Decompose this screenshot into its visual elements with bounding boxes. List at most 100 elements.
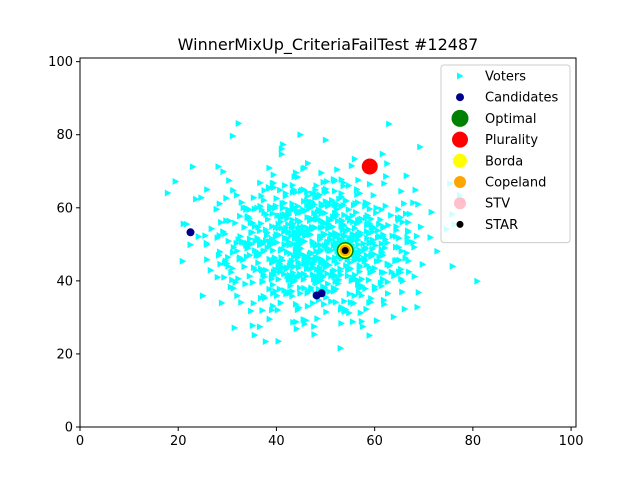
voter-point xyxy=(264,229,271,237)
voter-point xyxy=(297,289,304,297)
voter-point xyxy=(311,330,318,338)
voter-point xyxy=(246,272,254,280)
voter-point xyxy=(355,176,363,184)
voter-point xyxy=(373,204,381,212)
voter-point xyxy=(195,233,203,240)
voter-point xyxy=(258,220,265,227)
voter-point xyxy=(318,277,325,284)
voter-point xyxy=(338,203,346,210)
voter-point xyxy=(288,231,295,239)
voter-point xyxy=(290,240,297,248)
voter-point xyxy=(290,271,298,279)
voter-point xyxy=(295,250,303,258)
voter-point xyxy=(434,247,442,255)
legend-label: STAR xyxy=(485,218,518,233)
voter-point xyxy=(312,278,320,285)
voter-point xyxy=(229,249,237,256)
voter-point xyxy=(302,253,309,261)
voter-point xyxy=(305,227,313,235)
voter-point xyxy=(257,179,264,187)
voter-point xyxy=(277,299,285,307)
voter-point xyxy=(261,186,269,194)
voter-point xyxy=(321,242,329,249)
voter-point xyxy=(295,228,303,236)
voter-point xyxy=(248,240,256,248)
voter-point xyxy=(291,228,299,236)
voter-point xyxy=(354,199,362,206)
y-tick-label: 100 xyxy=(48,55,73,70)
legend-marker xyxy=(452,131,468,148)
voter-point xyxy=(314,265,321,273)
voter-point xyxy=(351,224,359,232)
voter-point xyxy=(289,278,297,286)
voter-point xyxy=(316,269,323,277)
voter-point xyxy=(225,253,232,261)
voter-point xyxy=(333,205,341,213)
voter-point xyxy=(399,277,407,285)
voter-point xyxy=(363,227,371,235)
legend-box xyxy=(440,64,571,244)
voter-point xyxy=(246,251,254,259)
voter-point xyxy=(218,218,225,226)
voter-point xyxy=(229,276,236,284)
voter-point xyxy=(427,234,435,241)
x-tick-label: 40 xyxy=(268,434,285,449)
voter-point xyxy=(319,218,327,226)
voter-point xyxy=(404,234,412,241)
voter-point xyxy=(346,309,353,317)
voter-point xyxy=(322,209,329,217)
voter-point xyxy=(309,238,317,245)
voter-point xyxy=(326,288,333,296)
legend-label: Optimal xyxy=(485,112,536,127)
voter-point xyxy=(325,199,332,206)
voter-point xyxy=(289,292,296,300)
voter-point xyxy=(359,323,367,331)
voter-point xyxy=(351,292,359,300)
legend-marker xyxy=(457,72,464,80)
voter-point xyxy=(332,177,339,185)
voter-point xyxy=(378,240,386,248)
voter-point xyxy=(225,237,233,245)
voter-point xyxy=(334,166,341,173)
voter-point xyxy=(287,282,295,290)
voter-point xyxy=(348,162,356,170)
voter-point xyxy=(365,276,373,284)
voters-layer xyxy=(164,120,481,352)
voter-point xyxy=(229,132,237,140)
voter-point xyxy=(368,215,375,223)
voter-point xyxy=(398,187,405,195)
voter-point xyxy=(308,284,315,292)
voter-point xyxy=(275,263,283,270)
voter-point xyxy=(295,258,302,266)
voter-point xyxy=(326,254,333,262)
voter-point xyxy=(282,192,290,200)
voter-point xyxy=(311,258,319,266)
voter-point xyxy=(403,249,411,257)
voter-point xyxy=(389,232,397,240)
voter-point xyxy=(411,243,418,251)
voter-point xyxy=(382,244,389,252)
voter-point xyxy=(313,182,321,190)
voter-point xyxy=(275,275,283,283)
voter-point xyxy=(378,268,386,276)
y-tick-label: 80 xyxy=(56,128,73,143)
voter-point xyxy=(318,169,326,177)
voter-point xyxy=(401,305,409,313)
legend-marker xyxy=(451,109,469,127)
voter-point xyxy=(315,193,322,201)
voter-point xyxy=(231,324,239,332)
voter-point xyxy=(235,120,243,127)
x-tick-label: 100 xyxy=(559,434,584,449)
voter-point xyxy=(380,296,388,304)
voter-point xyxy=(222,257,230,265)
voter-point xyxy=(368,294,375,302)
voter-point xyxy=(338,193,346,201)
voter-point xyxy=(311,323,318,330)
voter-point xyxy=(326,247,333,255)
voter-point xyxy=(307,204,314,212)
voter-point xyxy=(260,271,267,278)
voter-point xyxy=(250,299,258,307)
star-point xyxy=(341,247,349,255)
voter-point xyxy=(164,189,172,197)
voter-point xyxy=(274,292,281,300)
